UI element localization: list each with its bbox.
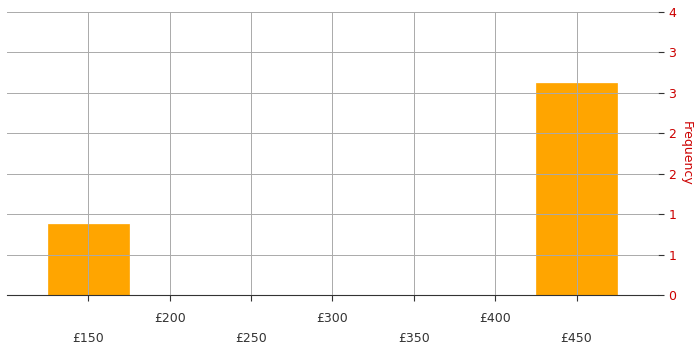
Text: £300: £300 — [316, 312, 349, 325]
Bar — [536, 83, 617, 295]
Text: £250: £250 — [235, 332, 267, 345]
Text: £350: £350 — [398, 332, 430, 345]
Bar — [48, 224, 129, 295]
Y-axis label: Frequency: Frequency — [680, 121, 693, 186]
Text: £200: £200 — [154, 312, 186, 325]
Text: £450: £450 — [561, 332, 592, 345]
Text: £150: £150 — [72, 332, 104, 345]
Text: £400: £400 — [480, 312, 511, 325]
